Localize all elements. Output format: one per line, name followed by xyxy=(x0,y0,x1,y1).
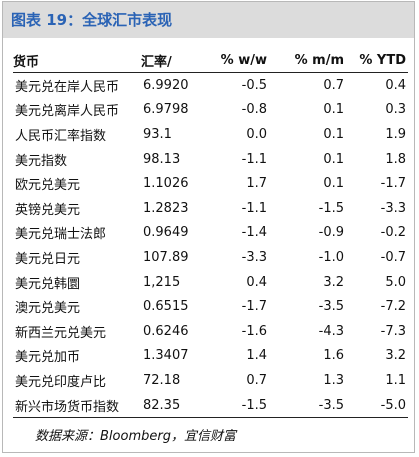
cell-mm: -3.5 xyxy=(269,392,346,419)
cell-ww: -1.4 xyxy=(241,225,267,241)
cell-currency: 欧元兑美元 xyxy=(15,178,81,194)
cell-rate: 0.9649 xyxy=(143,225,189,241)
cell-rate: 1.3407 xyxy=(143,348,189,364)
cell-mm: 0.1 xyxy=(323,126,344,142)
cell-ww: -1.7 xyxy=(241,299,267,315)
cell-ytd: -7.3 xyxy=(380,323,406,339)
cell-currency: 澳元兑美元 xyxy=(15,301,81,317)
cell-ww: -3.3 xyxy=(241,249,267,265)
cell-mm: 1.6 xyxy=(323,348,344,364)
cell-currency: 美元兑韩圜 xyxy=(15,276,81,292)
cell-ww: -0.5 xyxy=(241,77,267,93)
cell-ytd: -5.0 xyxy=(346,392,408,419)
cell-mm: -3.5 xyxy=(318,299,344,315)
cell-rate: 1,215 xyxy=(143,274,181,290)
cell-rate: 6.9920 xyxy=(143,77,189,93)
source-note: 数据来源：Bloomberg，宜信财富 xyxy=(35,429,236,444)
cell-mm: 0.1 xyxy=(323,151,344,167)
cell-rate: 0.6515 xyxy=(143,299,189,315)
cell-rate: 93.1 xyxy=(143,126,172,142)
header-currency: 货币 xyxy=(13,48,141,73)
cell-rate: 107.89 xyxy=(143,249,189,265)
table-row: 欧元兑美元 1.1026 1.7 0.1 -1.7 xyxy=(13,171,408,196)
cell-ww: 1.7 xyxy=(246,176,267,192)
table-row: 英镑兑美元 1.2823 -1.1 -1.5 -3.3 xyxy=(13,196,408,221)
table-row: 美元兑加币 1.3407 1.4 1.6 3.2 xyxy=(13,344,408,369)
table-row: 澳元兑美元 0.6515 -1.7 -3.5 -7.2 xyxy=(13,294,408,319)
cell-currency: 新西兰元兑美元 xyxy=(15,325,107,341)
cell-currency: 美元指数 xyxy=(15,153,68,169)
cell-mm: 0.1 xyxy=(323,102,344,118)
cell-rate: 82.35 xyxy=(141,392,199,419)
cell-mm: -4.3 xyxy=(318,323,344,339)
cell-currency: 美元兑日元 xyxy=(15,251,81,267)
cell-ww: 0.0 xyxy=(246,126,267,142)
cell-ytd: 1.8 xyxy=(385,151,406,167)
cell-mm: -0.9 xyxy=(318,225,344,241)
cell-ytd: -0.2 xyxy=(380,225,406,241)
header-ytd: % YTD xyxy=(346,48,408,73)
table-row: 美元兑日元 107.89 -3.3 -1.0 -0.7 xyxy=(13,245,408,270)
table-row: 美元兑在岸人民币 6.9920 -0.5 0.7 0.4 xyxy=(13,73,408,98)
cell-ytd: 1.9 xyxy=(385,126,406,142)
table-row: 新兴市场货币指数 82.35 -1.5 -3.5 -5.0 xyxy=(13,392,408,419)
cell-rate: 72.18 xyxy=(143,372,181,388)
cell-mm: -1.5 xyxy=(318,200,344,216)
cell-ytd: 0.3 xyxy=(385,102,406,118)
cell-ytd: -3.3 xyxy=(380,200,406,216)
fx-table: 货币 汇率/ % w/w % m/m % YTD 美元兑在岸人民币 6.9920 -… xyxy=(13,48,408,419)
table-row: 人民币汇率指数 93.1 0.0 0.1 1.9 xyxy=(13,122,408,147)
cell-currency: 人民币汇率指数 xyxy=(15,128,107,144)
cell-ww: -1.1 xyxy=(241,151,267,167)
table-row: 美元兑瑞士法郎 0.9649 -1.4 -0.9 -0.2 xyxy=(13,221,408,246)
cell-currency: 英镑兑美元 xyxy=(15,202,81,218)
cell-rate: 0.6246 xyxy=(143,323,189,339)
cell-currency: 美元兑瑞士法郎 xyxy=(15,227,107,243)
cell-ytd: 5.0 xyxy=(385,274,406,290)
header-mm: % m/m xyxy=(269,48,346,73)
cell-ytd: 3.2 xyxy=(385,348,406,364)
cell-ww: -1.5 xyxy=(199,392,269,419)
cell-ytd: -7.2 xyxy=(380,299,406,315)
table-row: 美元兑韩圜 1,215 0.4 3.2 5.0 xyxy=(13,270,408,295)
table-row: 新西兰元兑美元 0.6246 -1.6 -4.3 -7.3 xyxy=(13,319,408,344)
cell-ww: -1.6 xyxy=(241,323,267,339)
cell-rate: 98.13 xyxy=(143,151,181,167)
header-rate: 汇率/ xyxy=(141,48,199,73)
cell-ytd: 0.4 xyxy=(385,77,406,93)
figure-title: 图表 19：全球汇市表现 xyxy=(11,11,173,29)
table-body: 美元兑在岸人民币 6.9920 -0.5 0.7 0.4 美元兑离岸人民币 6.9798 -0… xyxy=(13,73,408,419)
cell-ww: 0.7 xyxy=(246,372,267,388)
cell-ww: -0.8 xyxy=(241,102,267,118)
cell-rate: 1.1026 xyxy=(143,176,189,192)
cell-currency: 美元兑加币 xyxy=(15,350,81,366)
title-bar: 图表 19：全球汇市表现 xyxy=(3,2,414,38)
cell-mm: -1.0 xyxy=(318,249,344,265)
table-row: 美元兑印度卢比 72.18 0.7 1.3 1.1 xyxy=(13,368,408,393)
cell-ww: 0.4 xyxy=(246,274,267,290)
cell-ww: -1.1 xyxy=(241,200,267,216)
header-row: 货币 汇率/ % w/w % m/m % YTD xyxy=(13,48,408,73)
cell-currency: 新兴市场货币指数 xyxy=(13,392,141,419)
cell-ww: 1.4 xyxy=(246,348,267,364)
cell-currency: 美元兑离岸人民币 xyxy=(15,104,120,120)
cell-mm: 3.2 xyxy=(323,274,344,290)
figure-frame: 图表 19：全球汇市表现 货币 汇率/ % w/w % m/m % YTD 美元… xyxy=(2,1,415,453)
cell-currency: 美元兑在岸人民币 xyxy=(15,79,120,95)
cell-mm: 0.1 xyxy=(323,176,344,192)
cell-rate: 1.2823 xyxy=(143,200,189,216)
cell-ytd: -1.7 xyxy=(380,176,406,192)
cell-ytd: 1.1 xyxy=(385,372,406,388)
table-row: 美元指数 98.13 -1.1 0.1 1.8 xyxy=(13,147,408,172)
cell-rate: 6.9798 xyxy=(143,102,189,118)
cell-currency: 美元兑印度卢比 xyxy=(15,374,107,390)
cell-ytd: -0.7 xyxy=(380,249,406,265)
cell-mm: 0.7 xyxy=(323,77,344,93)
cell-mm: 1.3 xyxy=(323,372,344,388)
header-ww: % w/w xyxy=(199,48,269,73)
table-row: 美元兑离岸人民币 6.9798 -0.8 0.1 0.3 xyxy=(13,98,408,123)
